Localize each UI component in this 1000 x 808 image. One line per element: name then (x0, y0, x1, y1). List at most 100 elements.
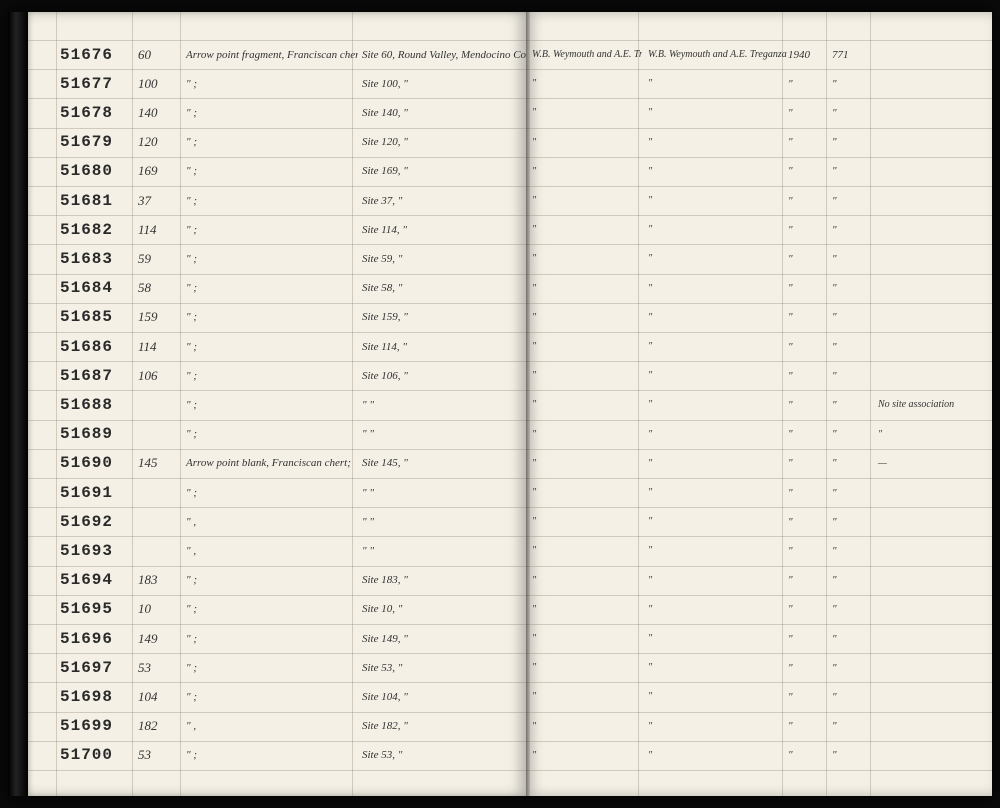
site-number: 114 (132, 339, 182, 355)
donor: " (642, 487, 788, 498)
year: " (788, 516, 832, 528)
collector: " (526, 662, 642, 673)
ledger-row: """" (526, 624, 992, 653)
ledger-row: 51689" ;" " (28, 420, 526, 449)
acc-number: " (832, 691, 872, 703)
ledger-row: 51686114" ;Site 114, " (28, 332, 526, 361)
ledger-row: """" (526, 361, 992, 390)
collector: " (526, 458, 642, 469)
locality: Site 114, " (358, 341, 526, 353)
ledger-row: 5167660Arrow point fragment, Franciscan … (28, 40, 526, 69)
locality: " " (358, 487, 526, 499)
ledger-row: """" (526, 653, 992, 682)
locality: Site 145, " (358, 457, 526, 469)
locality: Site 169, " (358, 165, 526, 177)
description: " ; (182, 691, 358, 703)
donor: " (642, 429, 788, 440)
ledger-row: """"— (526, 449, 992, 478)
collector: " (526, 253, 642, 264)
year: " (788, 603, 832, 615)
ledger-row: """" (526, 566, 992, 595)
catalog-id: 51690 (28, 454, 132, 472)
year: " (788, 457, 832, 469)
ledger-row: 51677100" ;Site 100, " (28, 69, 526, 98)
donor: " (642, 78, 788, 89)
site-number: 60 (132, 47, 182, 63)
ledger-row: """" (526, 478, 992, 507)
collector: " (526, 516, 642, 527)
site-number: 104 (132, 689, 182, 705)
locality: Site 60, Round Valley, Mendocino County (358, 49, 526, 61)
ledger-row: 51690145Arrow point blank, Franciscan ch… (28, 449, 526, 478)
ledger-row: 51679120" ;Site 120, " (28, 128, 526, 157)
year: 1940 (788, 49, 832, 61)
remarks: " (872, 429, 992, 440)
acc-number: " (832, 282, 872, 294)
collector: " (526, 545, 642, 556)
collector: " (526, 166, 642, 177)
locality: Site 53, " (358, 749, 526, 761)
collector: " (526, 283, 642, 294)
ledger-row: 51696149" ;Site 149, " (28, 624, 526, 653)
ledger-row: """" (526, 274, 992, 303)
description: " ; (182, 341, 358, 353)
ledger-row: 51699182" ,Site 182, " (28, 712, 526, 741)
ledger-row: 51694183" ;Site 183, " (28, 566, 526, 595)
description: " ; (182, 282, 358, 294)
acc-number: " (832, 633, 872, 645)
site-number: 114 (132, 222, 182, 238)
catalog-id: 51684 (28, 279, 132, 297)
ledger-row: 51691" ;" " (28, 478, 526, 507)
year: " (788, 428, 832, 440)
locality: " " (358, 516, 526, 528)
description: " ; (182, 633, 358, 645)
description: " ; (182, 224, 358, 236)
year: " (788, 282, 832, 294)
year: " (788, 633, 832, 645)
ledger-row: """" (526, 215, 992, 244)
ledger-row: 5168359" ;Site 59, " (28, 244, 526, 273)
acc-number: " (832, 603, 872, 615)
description: " ; (182, 253, 358, 265)
donor: " (642, 516, 788, 527)
locality: Site 140, " (358, 107, 526, 119)
year: " (788, 720, 832, 732)
catalog-id: 51698 (28, 688, 132, 706)
year: " (788, 662, 832, 674)
acc-number: " (832, 428, 872, 440)
locality: Site 114, " (358, 224, 526, 236)
catalog-id: 51691 (28, 484, 132, 502)
site-number: 149 (132, 631, 182, 647)
locality: Site 59, " (358, 253, 526, 265)
description: " ; (182, 399, 358, 411)
description: " , (182, 516, 358, 528)
year: " (788, 253, 832, 265)
year: " (788, 107, 832, 119)
year: " (788, 691, 832, 703)
site-number: 53 (132, 747, 182, 763)
locality: Site 37, " (358, 195, 526, 207)
collector: " (526, 224, 642, 235)
locality: " " (358, 545, 526, 557)
donor: " (642, 312, 788, 323)
description: " , (182, 720, 358, 732)
site-number: 10 (132, 601, 182, 617)
ledger-row: """" (526, 332, 992, 361)
locality: Site 159, " (358, 311, 526, 323)
acc-number: 771 (832, 49, 872, 61)
year: " (788, 545, 832, 557)
collector: " (526, 312, 642, 323)
description: " ; (182, 195, 358, 207)
donor: " (642, 458, 788, 469)
catalog-id: 51685 (28, 308, 132, 326)
locality: Site 183, " (358, 574, 526, 586)
acc-number: " (832, 545, 872, 557)
acc-number: " (832, 370, 872, 382)
locality: " " (358, 428, 526, 440)
donor: " (642, 750, 788, 761)
catalog-id: 51694 (28, 571, 132, 589)
catalog-id: 51699 (28, 717, 132, 735)
catalog-id: 51695 (28, 600, 132, 618)
catalog-id: 51683 (28, 250, 132, 268)
collector: " (526, 399, 642, 410)
